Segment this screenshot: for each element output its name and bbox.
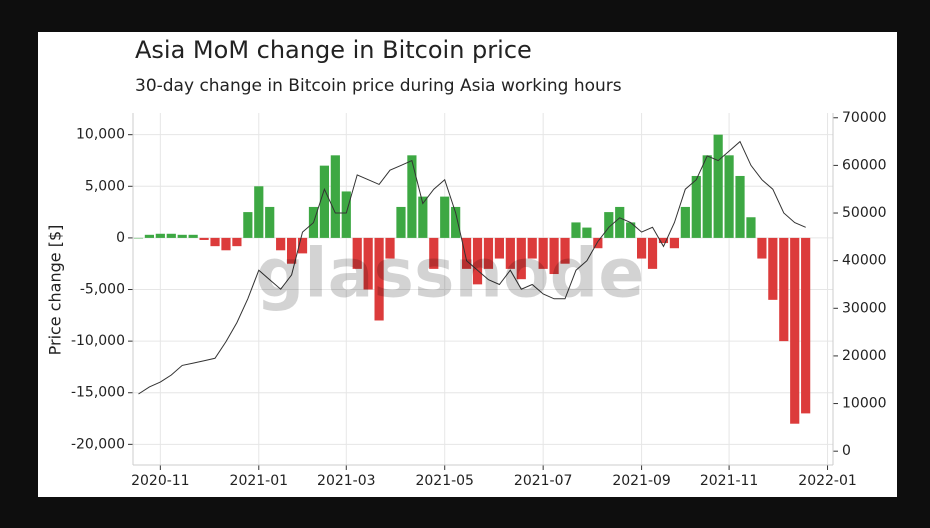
y-tick-label: -5,000 [80, 282, 125, 298]
y2-tick-label: 60000 [842, 157, 887, 173]
bar [593, 237, 603, 249]
bar [330, 155, 340, 238]
y2-tick-label: 0 [842, 443, 851, 459]
bar [254, 186, 264, 238]
bar [746, 217, 756, 238]
bar [418, 196, 428, 238]
bar [505, 237, 515, 269]
y-tick-label: -20,000 [71, 436, 125, 452]
y-tick-label: 5,000 [85, 178, 125, 194]
plot-area: -20,000 -15,000 -10,000 -5,000 0 5,000 10,000 0… [71, 110, 887, 489]
bar [626, 222, 636, 238]
bar [221, 237, 231, 251]
price-line [138, 140, 806, 395]
bar [702, 155, 712, 238]
bar [319, 165, 329, 238]
bar [735, 175, 745, 238]
bar [680, 206, 690, 238]
bar [396, 206, 406, 238]
chart-subtitle: 30-day change in Bitcoin price during As… [135, 76, 622, 96]
y-tick-label: -15,000 [71, 385, 125, 401]
y2-tick-label: 20000 [842, 348, 887, 364]
bar [801, 237, 811, 414]
bar [516, 237, 526, 280]
bar [713, 134, 723, 238]
bar [604, 212, 614, 238]
bar [166, 233, 176, 238]
bar [407, 155, 417, 238]
bar [451, 206, 461, 238]
bar [287, 237, 297, 264]
y-tick-label: 10,000 [76, 127, 125, 143]
x-tick-label: 2021-07 [514, 473, 573, 489]
bar [429, 237, 439, 269]
bar [768, 237, 778, 300]
y-tick-label: -10,000 [71, 333, 125, 349]
bar [177, 234, 187, 238]
bar [265, 206, 275, 238]
bar [779, 237, 789, 342]
bar [647, 237, 658, 269]
bar [669, 237, 679, 249]
bar [527, 237, 537, 259]
bar [724, 155, 734, 238]
y2-tick-label: 50000 [842, 205, 887, 221]
bar [494, 237, 504, 259]
x-tick-label: 2022-01 [798, 473, 857, 489]
bar [658, 237, 669, 244]
bar [637, 237, 647, 259]
bar [472, 237, 483, 285]
x-tick-label: 2021-05 [415, 473, 474, 489]
bar [757, 237, 767, 259]
bar [232, 237, 242, 247]
y-axis-label: Price change [$] [46, 225, 65, 356]
bar [133, 237, 144, 239]
bar [385, 237, 395, 259]
y2-tick-label: 30000 [842, 300, 887, 316]
bar [352, 237, 362, 269]
bar [374, 237, 384, 321]
y2-tick-label: 10000 [842, 396, 887, 412]
y2-tick-label: 70000 [842, 110, 887, 126]
bar [549, 237, 559, 275]
x-tick-label: 2021-11 [700, 473, 759, 489]
bar [276, 237, 286, 251]
bar [462, 237, 472, 269]
bar [571, 222, 581, 238]
bar [582, 227, 592, 238]
bar [363, 237, 373, 290]
bar [144, 234, 154, 238]
bar [440, 196, 450, 238]
bar [538, 237, 548, 269]
y2-tick-label: 40000 [842, 253, 887, 269]
bar [155, 233, 165, 238]
bar [188, 234, 198, 238]
chart-title: Asia MoM change in Bitcoin price [135, 36, 532, 64]
bar [341, 191, 351, 238]
bar [560, 237, 570, 264]
bar [199, 237, 209, 240]
bar [790, 237, 800, 424]
bar [483, 237, 494, 269]
x-tick-label: 2021-09 [612, 473, 671, 489]
bar [210, 237, 220, 247]
bar [297, 237, 308, 254]
x-tick-label: 2020-11 [131, 473, 190, 489]
bar [615, 206, 625, 238]
bar [691, 175, 701, 238]
bar [243, 212, 253, 238]
y-tick-label: 0 [116, 230, 125, 246]
x-tick-label: 2021-01 [230, 473, 289, 489]
x-tick-label: 2021-03 [317, 473, 376, 489]
watermark: glassnode [256, 235, 645, 314]
